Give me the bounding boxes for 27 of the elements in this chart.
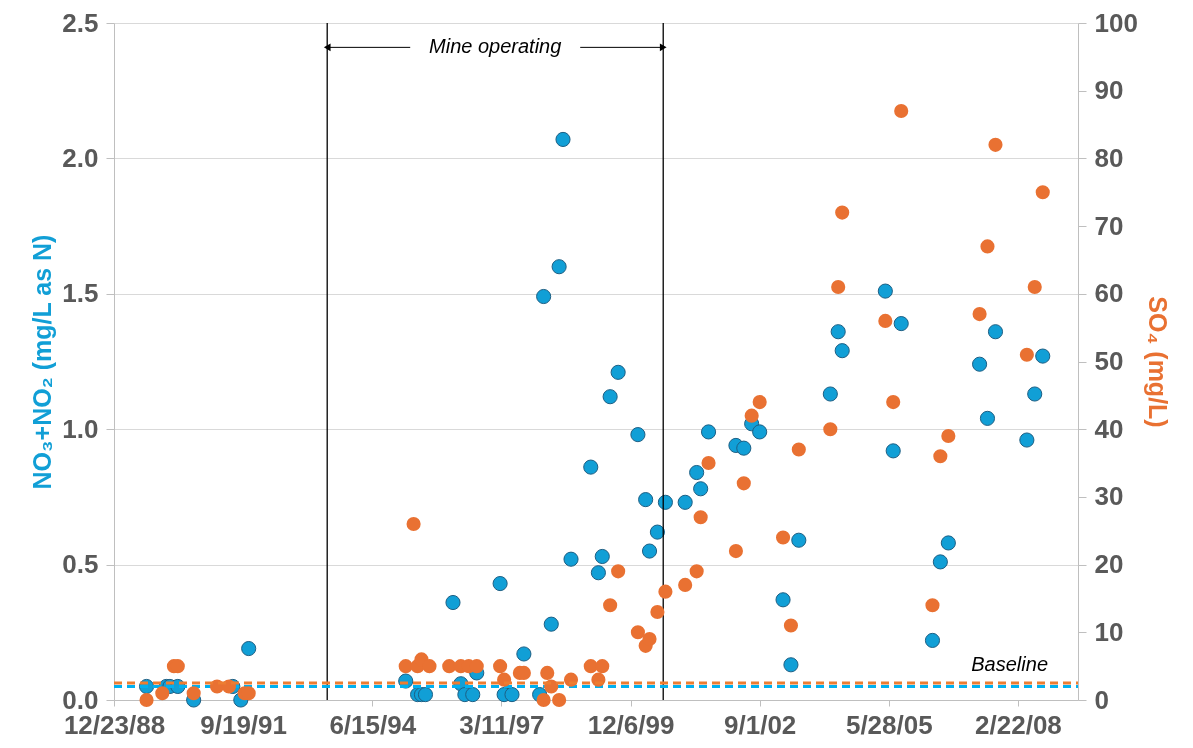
y-tick-label: 2.0 <box>62 142 99 173</box>
y2-tick-label: 50 <box>1094 346 1124 376</box>
y2-tick-label: 10 <box>1094 616 1124 647</box>
y-tick-label: 0.5 <box>62 549 99 580</box>
y2-tick-label: 90 <box>1094 75 1124 106</box>
x-tick-label: 2/22/08 <box>975 709 1062 740</box>
y-tick-label: 2.5 <box>62 7 99 38</box>
ref-line-label: Baseline <box>971 653 1048 676</box>
x-tick-label: 9/19/91 <box>200 709 288 740</box>
y2-tick-label: 60 <box>1094 278 1124 309</box>
y2-tick-label: 20 <box>1094 549 1124 580</box>
annotation: Mine operating <box>429 35 562 58</box>
y2-tick-label: 0 <box>1094 684 1109 715</box>
y2-tick-label: 70 <box>1094 210 1124 241</box>
y2-tick-label: 30 <box>1094 481 1124 512</box>
x-tick-label: 6/15/94 <box>329 709 417 740</box>
y-tick-label: 1.5 <box>62 278 99 309</box>
x-tick-label: 12/6/99 <box>587 709 675 740</box>
y-axis-title: NO₃+NO₂ (mg/L as N) <box>28 234 57 490</box>
x-tick-label: 5/28/05 <box>845 709 933 740</box>
y-tick-label: 1.0 <box>62 413 99 444</box>
x-tick-label: 9/1/02 <box>724 709 797 740</box>
y2-tick-label: 100 <box>1094 7 1138 38</box>
y2-tick-label: 40 <box>1094 413 1124 444</box>
y2-tick-label: 80 <box>1094 142 1124 173</box>
x-tick-label: 3/11/97 <box>459 709 545 740</box>
y2-axis-title: SO₄ (mg/L) <box>1143 296 1172 428</box>
